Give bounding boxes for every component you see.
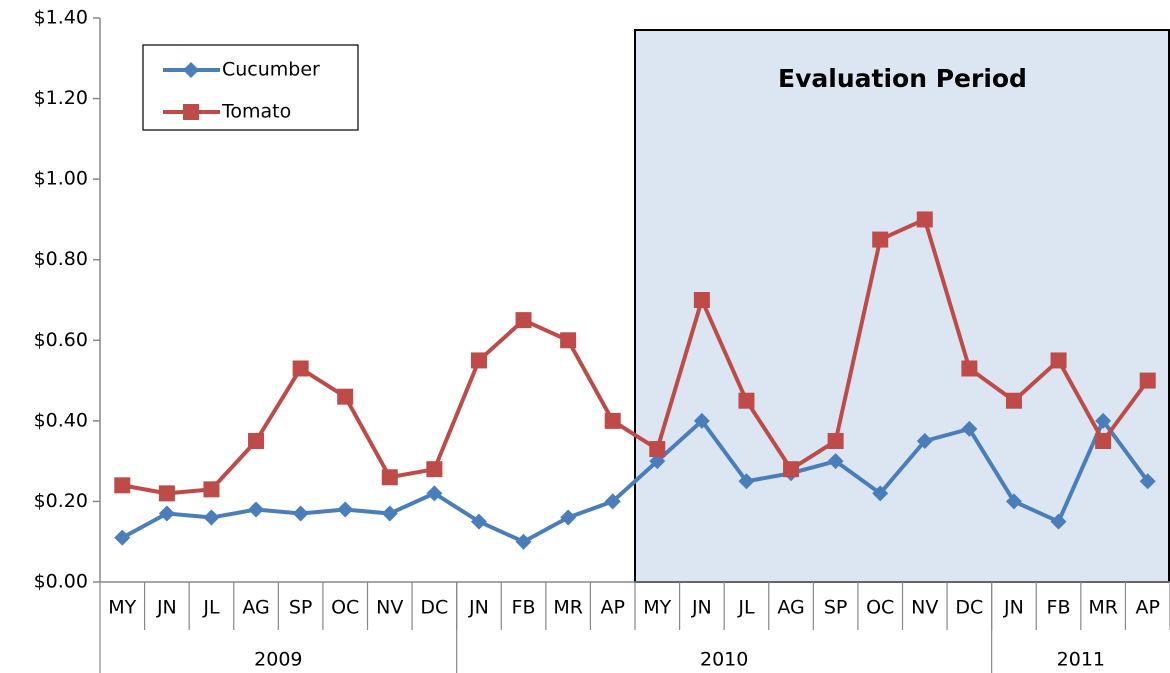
x-tick-label: JN — [468, 597, 489, 619]
data-point — [872, 485, 889, 502]
x-tick-label: OC — [866, 597, 894, 619]
x-tick-label: JL — [737, 597, 755, 619]
data-point — [1050, 513, 1067, 530]
data-point — [738, 392, 755, 409]
x-tick-label: JN — [691, 597, 712, 619]
data-point — [381, 469, 398, 486]
x-tick-label: AP — [600, 597, 624, 619]
x-tick-label: FB — [512, 597, 536, 619]
x-tick-label: NV — [911, 597, 938, 619]
series-line — [121, 418, 1150, 544]
data-point — [1005, 493, 1022, 510]
x-tick-label: OC — [331, 597, 359, 619]
data-point — [470, 513, 487, 530]
data-point — [1139, 372, 1156, 389]
x-tick-label: MR — [1088, 597, 1118, 619]
data-point — [693, 412, 710, 429]
data-point — [426, 461, 443, 478]
data-point — [337, 388, 354, 405]
data-point — [203, 481, 220, 498]
data-point — [961, 360, 978, 377]
legend-marker — [183, 104, 199, 120]
data-point — [337, 501, 354, 518]
data-point — [1139, 473, 1156, 490]
data-point — [1050, 352, 1067, 369]
data-point — [961, 420, 978, 437]
x-tick-label: SP — [289, 597, 313, 619]
data-point — [515, 312, 532, 329]
y-tick-label: $0.40 — [34, 409, 88, 431]
data-point — [1095, 433, 1112, 449]
data-point — [693, 292, 710, 308]
data-point — [916, 211, 933, 228]
x-tick-label: JN — [156, 597, 177, 619]
data-point — [1095, 412, 1112, 429]
data-point — [560, 509, 577, 526]
data-point — [203, 509, 220, 526]
y-tick-label: $1.00 — [34, 168, 88, 190]
x-tick-label: DC — [420, 597, 448, 619]
data-point — [470, 352, 487, 369]
data-point — [738, 473, 755, 490]
x-tick-label: DC — [955, 597, 983, 619]
data-point — [1005, 392, 1022, 409]
x-tick-label: AG — [777, 597, 804, 619]
x-tick-label: JL — [202, 597, 220, 619]
data-point — [649, 453, 666, 470]
x-tick-label: SP — [824, 597, 848, 619]
evaluation-period-box — [634, 29, 1170, 583]
group-label: 2009 — [254, 649, 302, 671]
data-point — [114, 529, 131, 546]
x-tick-label: MY — [643, 597, 671, 619]
legend-box — [142, 44, 359, 131]
data-point — [158, 485, 175, 502]
data-point — [292, 505, 309, 522]
legend-label: Tomato — [221, 101, 291, 123]
x-tick-label: AP — [1135, 597, 1159, 619]
data-point — [426, 485, 443, 502]
data-point — [292, 360, 309, 377]
legend-marker — [183, 62, 199, 78]
annotation: Evaluation Period — [778, 64, 1027, 93]
x-tick-label: MY — [108, 597, 136, 619]
y-tick-label: $0.80 — [34, 248, 88, 270]
data-point — [515, 533, 532, 550]
data-point — [827, 433, 844, 449]
data-point — [916, 433, 933, 449]
data-point — [114, 477, 131, 494]
data-point — [649, 441, 666, 458]
y-tick-label: $0.60 — [34, 329, 88, 351]
data-point — [783, 461, 800, 478]
y-tick-label: $0.00 — [34, 571, 88, 593]
legend-label: Cucumber — [222, 59, 320, 81]
x-tick-label: MR — [553, 597, 583, 619]
group-label: 2011 — [1057, 649, 1105, 671]
x-tick-label: NV — [376, 597, 403, 619]
x-tick-label: AG — [242, 597, 269, 619]
x-tick-label: FB — [1047, 597, 1071, 619]
x-tick-label: JN — [1003, 597, 1024, 619]
data-point — [560, 332, 577, 349]
data-point — [248, 433, 265, 449]
data-point — [381, 505, 398, 522]
y-tick-label: $0.20 — [34, 490, 88, 512]
data-point — [827, 453, 844, 470]
data-point — [604, 493, 621, 510]
data-point — [158, 505, 175, 522]
data-point — [872, 231, 889, 248]
data-point — [604, 412, 621, 429]
y-tick-label: $1.40 — [34, 7, 88, 29]
group-label: 2010 — [700, 649, 748, 671]
y-tick-label: $1.20 — [34, 87, 88, 109]
data-point — [248, 501, 265, 518]
